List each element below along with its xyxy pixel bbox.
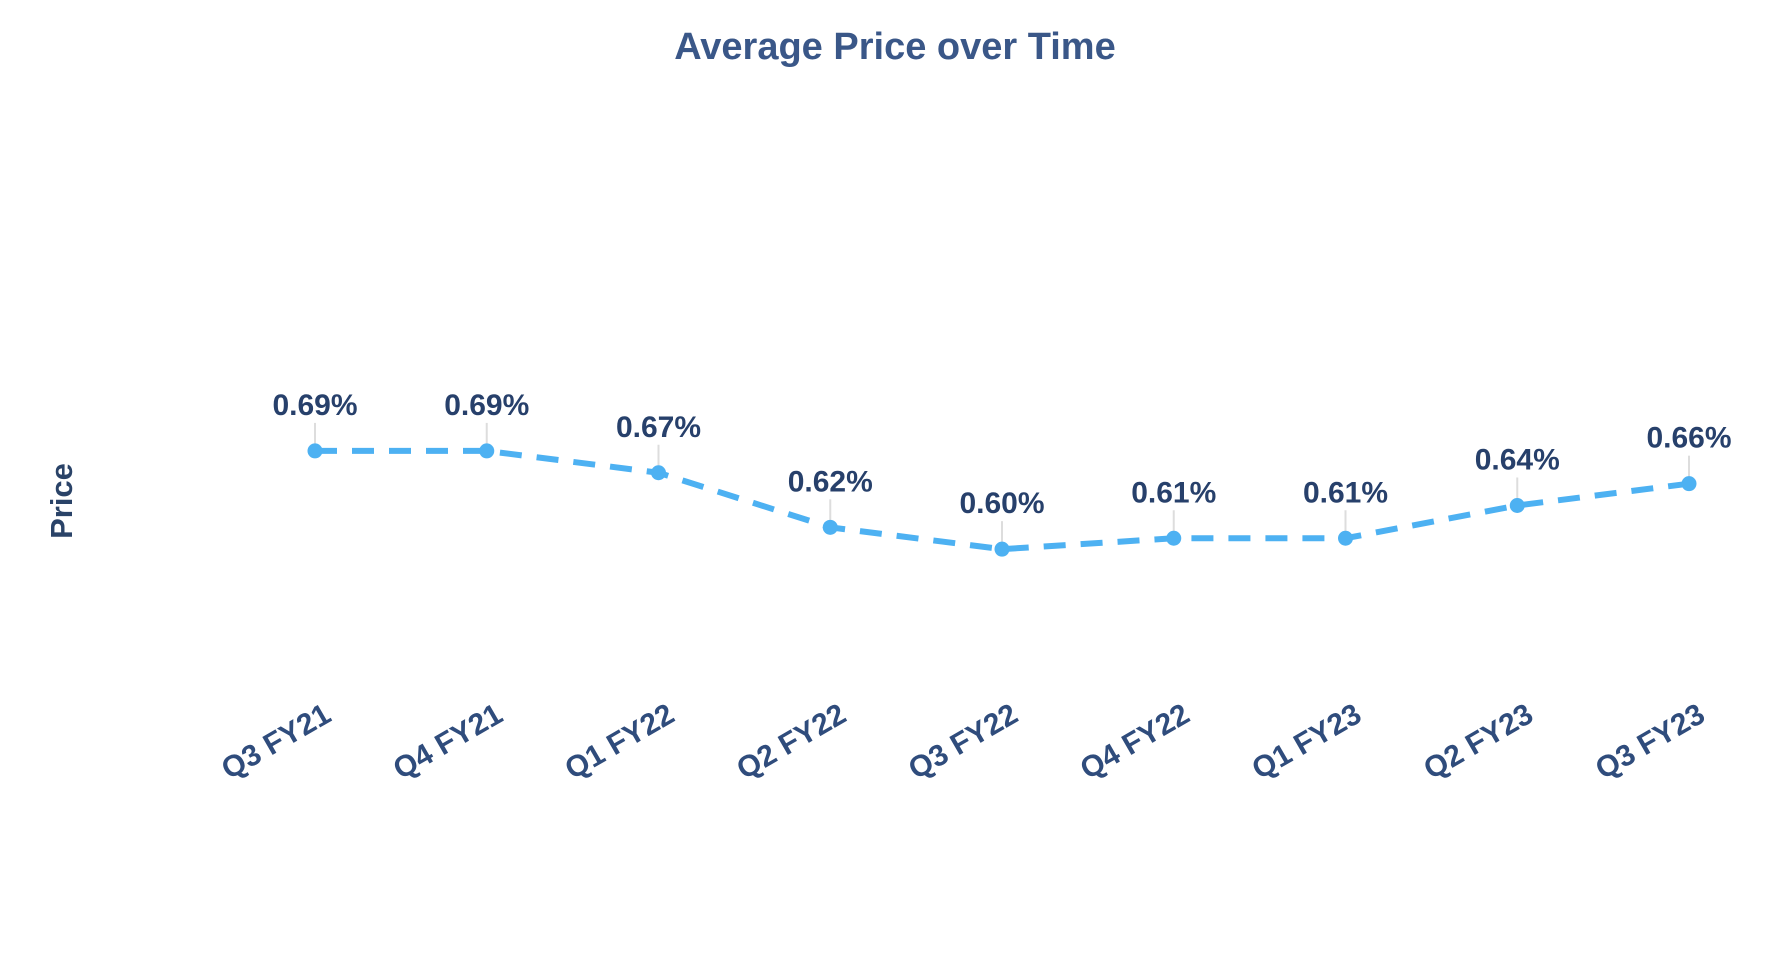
value-label: 0.67% [616, 411, 701, 444]
x-tick-label: Q2 FY23 [1418, 697, 1538, 786]
value-label: 0.60% [959, 487, 1044, 520]
data-point-marker[interactable] [1509, 498, 1525, 513]
value-label: 0.61% [1303, 476, 1388, 509]
price-series-line [315, 447, 1690, 553]
x-tick-label: Q2 FY22 [731, 697, 851, 786]
value-label: 0.69% [444, 389, 529, 422]
value-label: 0.66% [1646, 422, 1731, 455]
data-point-marker[interactable] [1338, 530, 1353, 546]
data-point-marker[interactable] [479, 443, 495, 459]
x-tick-label: Q3 FY22 [903, 697, 1023, 786]
value-label: 0.64% [1475, 444, 1560, 477]
chart-title: Average Price over Time [674, 26, 1116, 68]
data-point-marker[interactable] [1166, 530, 1182, 546]
data-point-marker[interactable] [994, 541, 1010, 557]
data-point-marker[interactable] [307, 443, 323, 459]
data-point-marker[interactable] [651, 465, 666, 481]
x-tick-label: Q1 FY23 [1247, 697, 1367, 786]
value-label: 0.69% [272, 389, 357, 422]
value-label: 0.62% [788, 465, 873, 498]
value-label: 0.61% [1131, 476, 1216, 509]
data-point-marker[interactable] [1681, 476, 1697, 492]
x-tick-label: Q4 FY22 [1075, 697, 1195, 786]
data-point-marker[interactable] [822, 519, 838, 535]
x-tick-label: Q4 FY21 [388, 697, 508, 786]
x-tick-label: Q3 FY23 [1590, 697, 1710, 786]
x-tick-label: Q3 FY21 [216, 697, 336, 786]
x-tick-label: Q1 FY22 [560, 697, 680, 786]
